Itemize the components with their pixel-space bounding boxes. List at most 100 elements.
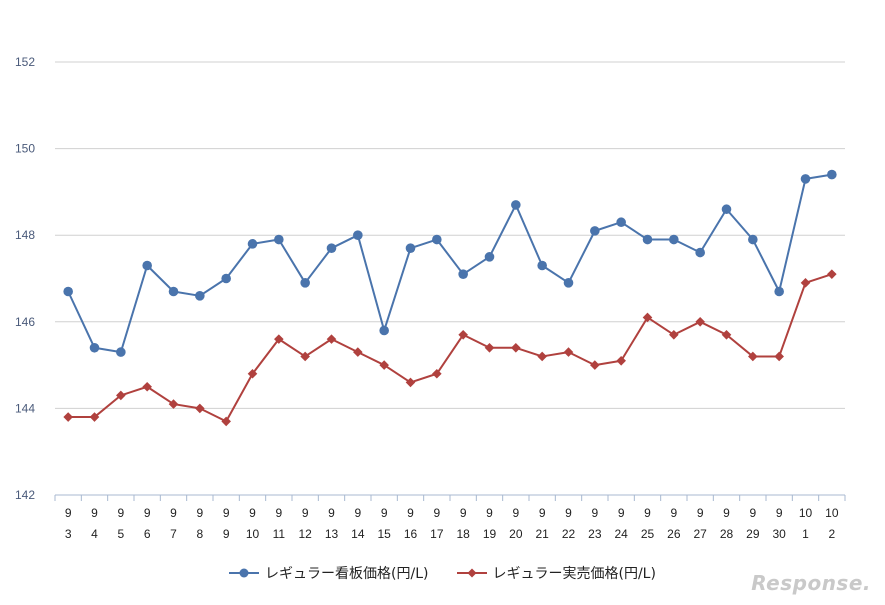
- y-tick-label: 142: [15, 488, 35, 502]
- legend-item-signboard-price: レギュラー看板価格(円/L): [229, 563, 429, 583]
- x-tick-label-month: 9: [328, 506, 335, 520]
- x-tick-label-month: 9: [91, 506, 98, 520]
- x-tick-label-month: 9: [512, 506, 519, 520]
- legend: レギュラー看板価格(円/L) レギュラー実売価格(円/L): [0, 560, 885, 586]
- x-tick-label-day: 29: [746, 527, 760, 541]
- data-point: [89, 342, 100, 353]
- data-point: [669, 329, 679, 340]
- x-tick-label-day: 25: [641, 527, 655, 541]
- data-point: [405, 243, 416, 253]
- data-point: [537, 351, 547, 362]
- data-point: [563, 278, 574, 288]
- x-tick-label-month: 9: [381, 506, 388, 520]
- x-tick-label-month: 9: [196, 506, 203, 520]
- data-point: [326, 243, 337, 253]
- y-tick-label: 150: [15, 142, 35, 156]
- data-point: [511, 200, 521, 210]
- legend-label: レギュラー看板価格(円/L): [265, 566, 429, 582]
- data-point: [405, 377, 416, 388]
- data-point: [642, 312, 653, 323]
- x-tick-label-day: 5: [117, 527, 124, 541]
- x-tick-label-day: 13: [325, 527, 339, 541]
- data-point: [774, 351, 784, 362]
- data-point: [616, 217, 626, 228]
- data-point: [590, 360, 600, 370]
- x-tick-label-day: 17: [430, 527, 444, 541]
- data-point: [247, 239, 258, 249]
- y-tick-label: 148: [15, 228, 35, 242]
- x-tick-label-month: 9: [170, 506, 177, 520]
- x-tick-label-day: 6: [144, 527, 151, 541]
- data-point: [221, 273, 231, 284]
- x-tick-label-day: 14: [351, 527, 365, 541]
- x-tick-label-month: 9: [776, 506, 783, 520]
- data-point: [721, 204, 732, 215]
- x-tick-label-day: 12: [298, 527, 312, 541]
- series-line: [68, 273, 833, 423]
- data-point: [721, 329, 732, 340]
- x-tick-label-day: 30: [772, 527, 786, 541]
- data-point: [300, 278, 310, 288]
- data-point: [432, 234, 442, 245]
- x-tick-label-month: 9: [302, 506, 309, 520]
- data-point: [116, 390, 126, 401]
- x-tick-label-day: 23: [588, 527, 602, 541]
- legend-diamond-marker-icon: [456, 568, 487, 578]
- x-tick-label-month: 9: [249, 506, 256, 520]
- x-tick-label-day: 22: [562, 527, 576, 541]
- x-tick-label-day: 16: [404, 527, 418, 541]
- x-tick-label-month: 9: [407, 506, 414, 520]
- x-tick-label-day: 8: [196, 527, 203, 541]
- data-point: [89, 412, 100, 422]
- data-point: [695, 317, 705, 327]
- data-point: [142, 381, 152, 392]
- data-point: [695, 247, 705, 258]
- data-point: [379, 325, 389, 336]
- x-tick-label-month: 9: [539, 506, 546, 520]
- line-chart: 1421441461481501529394959697989991091191…: [15, 55, 846, 541]
- data-point: [274, 234, 284, 245]
- x-tick-label-day: 2: [828, 527, 835, 541]
- x-tick-label-day: 24: [614, 527, 628, 541]
- x-tick-label-month: 9: [697, 506, 704, 520]
- data-point: [458, 269, 468, 279]
- x-tick-label-day: 9: [223, 527, 230, 541]
- x-tick-label-month: 9: [618, 506, 625, 520]
- data-point: [774, 286, 784, 297]
- x-tick-label-day: 4: [91, 527, 98, 541]
- watermark-logo: Response.: [751, 571, 871, 595]
- data-point: [827, 169, 837, 180]
- x-tick-label-day: 10: [246, 527, 260, 541]
- data-point: [537, 260, 547, 271]
- data-point: [353, 230, 363, 240]
- x-tick-label-day: 7: [170, 527, 177, 541]
- series-line: [67, 173, 832, 354]
- x-tick-label-month: 9: [749, 506, 756, 520]
- legend-circle-marker-icon: [229, 568, 260, 578]
- y-tick-label: 146: [15, 315, 35, 329]
- data-point: [748, 351, 758, 362]
- data-point: [63, 412, 73, 422]
- data-point: [168, 399, 179, 409]
- data-point: [142, 260, 152, 271]
- data-point: [800, 174, 811, 184]
- x-tick-label-day: 27: [693, 527, 707, 541]
- data-point: [590, 226, 600, 236]
- x-tick-label-day: 26: [667, 527, 681, 541]
- data-point: [484, 342, 495, 353]
- data-point: [748, 234, 758, 245]
- data-point: [616, 355, 626, 366]
- x-tick-label-day: 28: [720, 527, 734, 541]
- data-point: [116, 347, 126, 357]
- data-point: [63, 286, 73, 297]
- data-point: [511, 342, 521, 353]
- x-tick-label-month: 9: [354, 506, 361, 520]
- x-tick-label-month: 9: [565, 506, 572, 520]
- data-point: [484, 252, 495, 262]
- x-tick-label-day: 11: [273, 527, 286, 541]
- x-tick-label-month: 9: [670, 506, 677, 520]
- x-tick-label-month: 9: [460, 506, 467, 520]
- x-tick-label-day: 15: [377, 527, 391, 541]
- x-tick-label-month: 9: [723, 506, 730, 520]
- data-point: [800, 278, 811, 288]
